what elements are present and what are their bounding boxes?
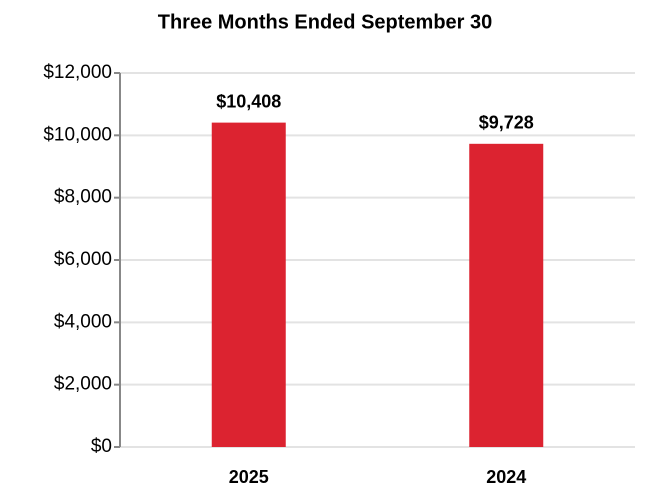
bar bbox=[469, 143, 544, 447]
y-tick-label: $10,000 bbox=[43, 124, 112, 145]
bar bbox=[211, 122, 286, 447]
y-tick-label: $8,000 bbox=[54, 187, 112, 208]
x-tick-label: 2024 bbox=[486, 467, 526, 487]
chart-title: Three Months Ended September 30 bbox=[158, 11, 493, 33]
value-label: $9,728 bbox=[479, 113, 534, 133]
y-tick-label: $0 bbox=[91, 436, 112, 457]
y-tick-label: $12,000 bbox=[43, 62, 112, 83]
y-tick-label: $6,000 bbox=[54, 249, 112, 270]
value-label: $10,408 bbox=[216, 91, 281, 111]
x-tick-label: 2025 bbox=[229, 467, 269, 487]
y-tick-label: $2,000 bbox=[54, 374, 112, 395]
y-tick-label: $4,000 bbox=[54, 311, 112, 332]
